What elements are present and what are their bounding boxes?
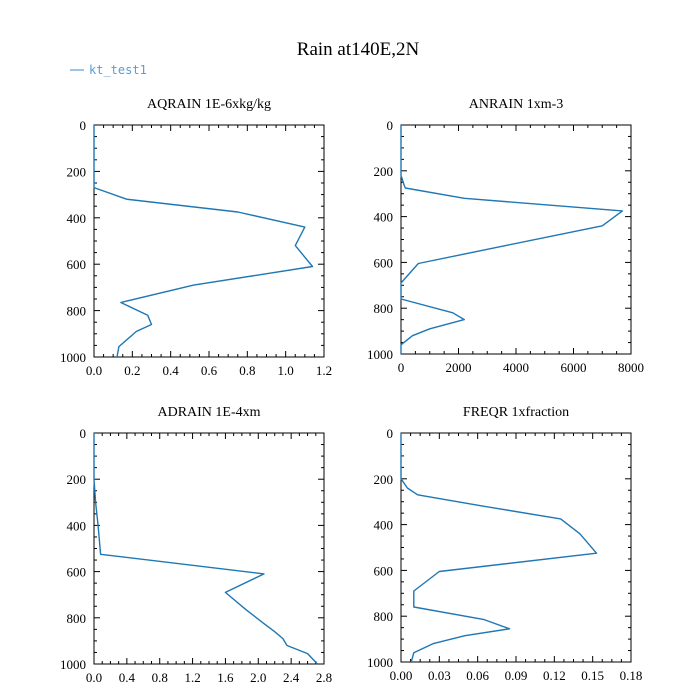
y-tick-label: 800 (67, 304, 87, 319)
x-tick-label: 0.2 (124, 363, 140, 378)
legend-label: kt_test1 (89, 63, 147, 77)
plot-frame (93, 124, 325, 358)
x-tick-label: 1.2 (184, 670, 200, 685)
panel-4: FREQR 1xfraction 0.00 0.03 0.06 0.09 0.12 0.15… (367, 405, 642, 683)
y-tick-label: 600 (374, 563, 394, 578)
y-tick-label: 0 (80, 426, 87, 441)
x-tick-label: 4000 (503, 360, 529, 375)
x-tick-label: 0.15 (581, 668, 604, 683)
x-tick-label: 0.0 (86, 670, 102, 685)
x-tick-label: 0.4 (163, 363, 180, 378)
plot-frame (400, 124, 632, 355)
series-line (400, 433, 598, 663)
x-tick-label: 0.4 (119, 670, 136, 685)
panel-title: ADRAIN 1E-4xm (157, 405, 260, 420)
x-tick-label: 0.03 (428, 668, 451, 683)
x-tick-label: 2.8 (316, 670, 332, 685)
panel-2: ANRAIN 1xm-3 0 2000 4000 6000 8000 0 200 400 600 8… (367, 97, 644, 375)
series-line (93, 125, 314, 358)
legend: kt_test1 (70, 63, 147, 77)
panel-3: ADRAIN 1E-4xm 0.0 0.4 0.8 1.2 1.6 2.0 2.4 2.8 0 20… (60, 405, 332, 685)
y-tick-label: 400 (67, 211, 87, 226)
x-tick-label: 2.0 (250, 670, 266, 685)
x-tick-label: 0 (398, 360, 405, 375)
y-tick-label: 600 (67, 565, 87, 580)
x-tick-label: 0.12 (543, 668, 566, 683)
y-tick-label: 400 (374, 518, 394, 533)
y-tick-label: 800 (374, 609, 394, 624)
x-tick-label: 1.0 (278, 363, 294, 378)
series-line (93, 433, 318, 665)
x-tick-label: 2000 (446, 360, 472, 375)
x-tick-label: 0.00 (390, 668, 413, 683)
y-tick-label: 1000 (60, 350, 86, 365)
x-tick-label: 0.0 (86, 363, 102, 378)
x-tick-label: 1.6 (217, 670, 234, 685)
y-tick-label: 0 (80, 118, 87, 133)
x-tick-label: 1.2 (316, 363, 332, 378)
plot-frame (400, 432, 632, 663)
y-tick-label: 800 (374, 301, 394, 316)
panel-title: AQRAIN 1E-6xkg/kg (147, 97, 271, 112)
x-tick-label: 0.09 (505, 668, 528, 683)
x-tick-label: 0.6 (201, 363, 218, 378)
y-tick-label: 1000 (367, 347, 393, 362)
series-line (400, 125, 624, 354)
panel-title: ANRAIN 1xm-3 (469, 97, 564, 112)
panel-title: FREQR 1xfraction (463, 405, 569, 420)
y-tick-label: 0 (387, 118, 394, 133)
y-tick-label: 0 (387, 426, 394, 441)
x-tick-label: 0.18 (620, 668, 643, 683)
x-tick-label: 8000 (618, 360, 644, 375)
x-tick-label: 0.8 (239, 363, 255, 378)
y-tick-label: 800 (67, 611, 87, 626)
y-tick-label: 1000 (367, 655, 393, 670)
figure-title: Rain at140E,2N (297, 39, 420, 60)
x-tick-label: 6000 (561, 360, 587, 375)
y-tick-label: 200 (67, 164, 87, 179)
x-tick-label: 0.06 (466, 668, 489, 683)
x-tick-label: 2.4 (283, 670, 300, 685)
y-tick-label: 400 (374, 210, 394, 225)
chart-panels: AQRAIN 1E-6xkg/kg 0.0 0.2 0.4 0.6 0.8 1.0 1.2 0 2… (60, 97, 644, 685)
plot-frame (93, 432, 325, 665)
x-tick-label: 0.8 (152, 670, 168, 685)
y-tick-label: 600 (374, 255, 394, 270)
y-tick-label: 1000 (60, 657, 86, 672)
y-tick-label: 600 (67, 257, 87, 272)
y-tick-label: 400 (67, 518, 87, 533)
panel-1: AQRAIN 1E-6xkg/kg 0.0 0.2 0.4 0.6 0.8 1.0 1.2 0 2… (60, 97, 332, 378)
y-tick-label: 200 (374, 472, 394, 487)
y-tick-label: 200 (374, 164, 394, 179)
y-tick-label: 200 (67, 472, 87, 487)
